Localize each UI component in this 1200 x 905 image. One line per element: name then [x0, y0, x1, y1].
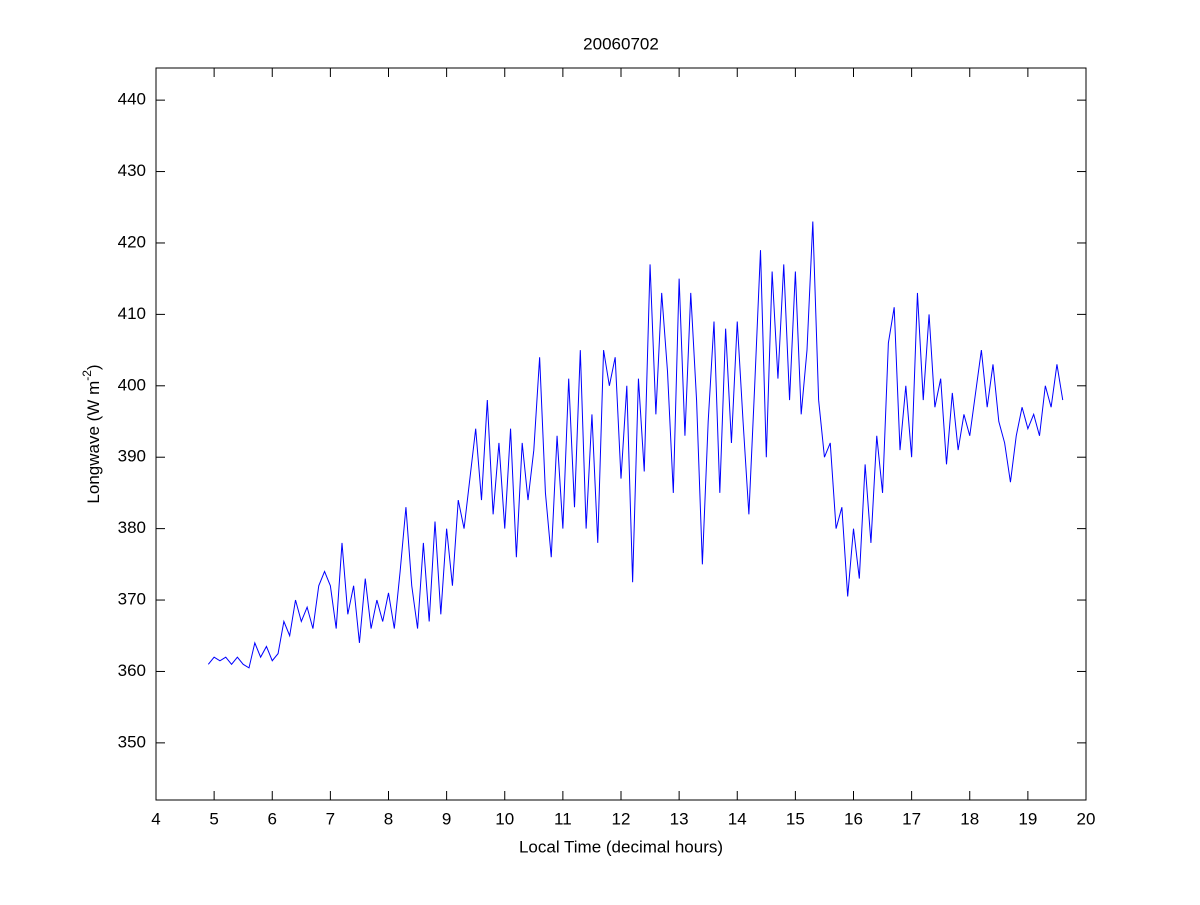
x-tick-label: 9	[442, 809, 451, 828]
y-tick-label: 430	[118, 161, 146, 180]
x-axis-label: Local Time (decimal hours)	[519, 837, 723, 856]
x-tick-label: 8	[384, 809, 393, 828]
y-label-main: Longwave (W m	[84, 381, 103, 504]
x-tick-label: 4	[151, 809, 160, 828]
x-tick-label: 7	[326, 809, 335, 828]
x-tick-label: 19	[1018, 809, 1037, 828]
x-tick-label: 13	[670, 809, 689, 828]
y-tick-label: 440	[118, 90, 146, 109]
y-label-close: )	[84, 364, 103, 370]
y-tick-label: 360	[118, 661, 146, 680]
x-tick-label: 12	[612, 809, 631, 828]
y-tick-label: 390	[118, 447, 146, 466]
axes-box	[155, 67, 1087, 801]
y-tick-label: 350	[118, 732, 146, 751]
y-label-sup: -2	[80, 370, 94, 381]
y-tick-label: 380	[118, 518, 146, 537]
x-tick-label: 15	[786, 809, 805, 828]
chart-title: 20060702	[583, 34, 659, 53]
x-tick-label: 17	[902, 809, 921, 828]
x-tick-label: 16	[844, 809, 863, 828]
x-tick-label: 10	[495, 809, 514, 828]
x-tick-label: 20	[1077, 809, 1096, 828]
y-tick-label: 370	[118, 590, 146, 609]
x-tick-label: 14	[728, 809, 747, 828]
y-tick-label: 400	[118, 375, 146, 394]
x-tick-label: 11	[554, 809, 572, 828]
x-tick-label: 6	[268, 809, 277, 828]
y-tick-label: 410	[118, 304, 146, 323]
x-tick-label: 5	[209, 809, 218, 828]
y-tick-label: 420	[118, 232, 146, 251]
y-axis-label: Longwave (W m-2)	[80, 364, 103, 503]
x-tick-label: 18	[960, 809, 979, 828]
data-line	[207, 221, 1064, 669]
